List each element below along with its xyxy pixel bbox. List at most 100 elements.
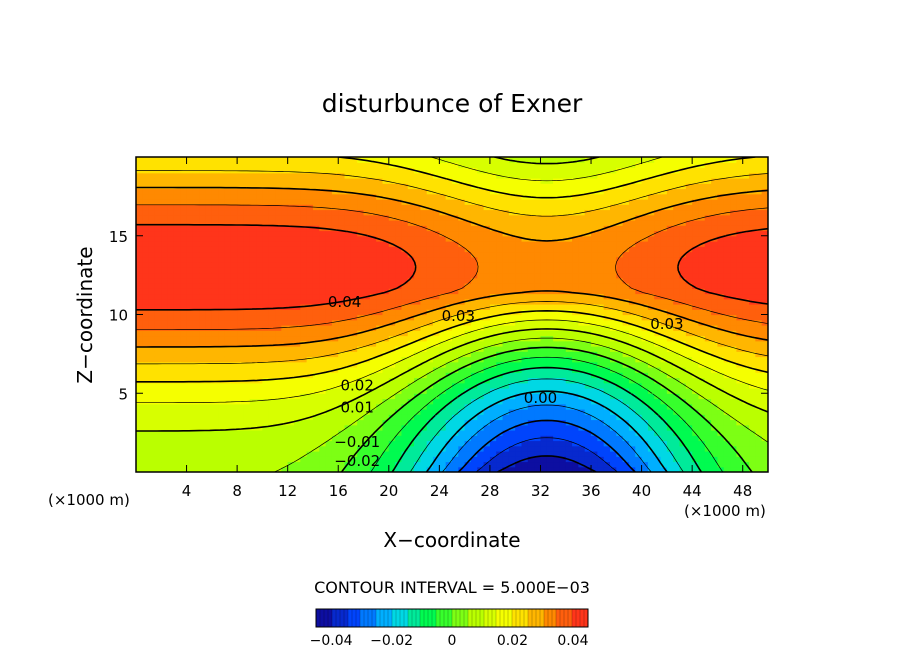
field-cell: [376, 398, 384, 405]
field-cell: [414, 277, 421, 284]
field-cell: [224, 372, 232, 379]
field-cell: [628, 335, 636, 342]
field-cell: [565, 393, 573, 400]
field-cell: [534, 340, 542, 347]
field-cell: [281, 403, 289, 410]
field-cell: [211, 172, 219, 179]
field-cell: [275, 451, 282, 457]
field-cell: [186, 466, 194, 472]
field-cell: [205, 382, 213, 389]
field-cell: [249, 251, 257, 258]
field-cell: [433, 157, 440, 163]
field-cell: [470, 272, 478, 279]
field-cell: [281, 183, 289, 190]
field-cell: [445, 414, 453, 421]
field-cell: [489, 419, 497, 426]
field-cell: [496, 277, 504, 284]
field-cell: [553, 409, 561, 415]
field-cell: [275, 309, 282, 316]
field-cell: [344, 293, 352, 300]
field-cell: [470, 235, 478, 242]
field-cell: [433, 209, 440, 216]
field-cell: [325, 424, 333, 431]
field-cell: [224, 172, 232, 179]
field-cell: [338, 178, 346, 184]
field-cell: [256, 346, 263, 352]
field-cell: [578, 178, 586, 184]
field-cell: [395, 220, 403, 226]
field-cell: [527, 251, 535, 258]
field-cell: [205, 409, 213, 415]
field-cell: [205, 419, 213, 426]
field-cell: [300, 430, 308, 436]
field-cell: [452, 451, 459, 457]
field-cell: [635, 298, 643, 305]
field-cell: [420, 267, 428, 274]
field-cell: [610, 199, 617, 205]
field-cell: [527, 167, 535, 174]
field-cell: [420, 167, 428, 174]
field-cell: [508, 351, 516, 358]
field-cell: [319, 319, 327, 326]
field-cell: [154, 403, 162, 410]
field-cell: [294, 298, 301, 305]
field-cell: [584, 403, 592, 410]
field-cell: [445, 451, 453, 457]
field-cell: [224, 325, 232, 331]
field-cell: [167, 272, 175, 279]
field-cell: [136, 235, 143, 242]
field-cell: [546, 167, 554, 174]
field-cell: [243, 435, 251, 442]
field-cell: [230, 304, 238, 310]
field-cell: [496, 167, 504, 174]
field-cell: [224, 398, 232, 405]
field-cell: [306, 157, 314, 163]
field-cell: [344, 356, 352, 363]
field-cell: [628, 403, 636, 410]
field-cell: [426, 246, 434, 253]
field-cell: [230, 346, 238, 352]
field-cell: [515, 220, 523, 226]
field-cell: [186, 351, 194, 358]
field-cell: [603, 162, 611, 169]
field-cell: [654, 335, 662, 342]
field-cell: [281, 230, 289, 237]
field-cell: [173, 456, 181, 463]
field-cell: [433, 356, 440, 363]
field-cell: [426, 251, 434, 258]
field-cell: [597, 351, 605, 358]
field-cell: [350, 225, 358, 232]
field-cell: [249, 361, 257, 368]
field-cell: [565, 335, 573, 342]
field-cell: [553, 209, 561, 216]
field-cell: [268, 241, 276, 247]
field-cell: [344, 241, 352, 247]
field-cell: [363, 330, 371, 337]
field-cell: [205, 304, 213, 310]
field-cell: [363, 367, 371, 373]
field-cell: [357, 435, 365, 442]
field-cell: [521, 267, 529, 274]
field-cell: [597, 346, 605, 352]
field-cell: [401, 162, 409, 169]
field-cell: [654, 188, 662, 195]
field-cell: [628, 409, 636, 415]
field-cell: [262, 309, 270, 316]
field-cell: [470, 435, 478, 442]
field-cell: [281, 220, 289, 226]
field-cell: [622, 162, 630, 169]
field-cell: [205, 377, 213, 384]
field-cell: [218, 288, 226, 295]
field-cell: [243, 451, 251, 457]
field-cell: [433, 445, 440, 452]
field-cell: [167, 304, 175, 310]
field-cell: [527, 351, 535, 358]
field-cell: [382, 330, 390, 337]
field-cell: [338, 262, 346, 268]
field-cell: [483, 183, 491, 190]
field-cell: [641, 456, 649, 463]
field-cell: [180, 256, 188, 263]
field-cell: [452, 419, 459, 426]
field-cell: [275, 272, 282, 279]
field-cell: [294, 430, 301, 436]
